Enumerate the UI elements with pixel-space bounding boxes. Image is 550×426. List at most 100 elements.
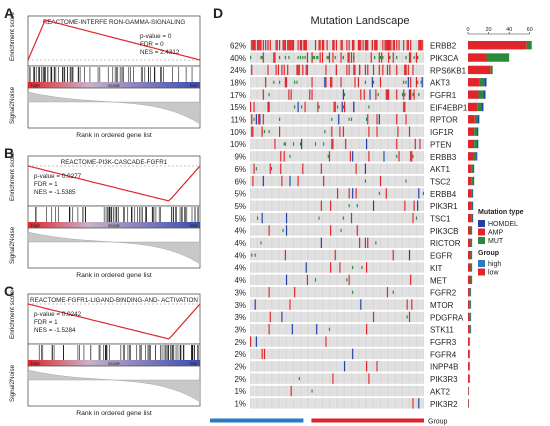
oncoprint-cell [332,249,334,261]
oncoprint-cell [332,77,334,88]
oncoprint-cell [381,77,383,88]
oncoprint-cell [363,138,365,150]
oncoprint-cell [319,212,321,224]
oncoprint-cell [289,200,291,211]
oncoprint-cell [293,336,294,347]
oncoprint-cell [300,200,301,211]
oncoprint-cell [296,89,298,100]
oncoprint-cell [370,225,372,236]
oncoprint-cell [402,299,403,310]
oncoprint-cell [254,324,256,335]
oncoprint-cell [255,188,257,199]
oncoprint-cell [345,287,347,298]
oncoprint-cell [421,311,423,323]
oncoprint-cell [395,175,397,187]
oncoprint-cell [393,299,395,310]
oncoprint-cell [422,225,424,236]
oncoprint-cell [254,361,256,372]
oncoprint-cell [414,274,416,286]
oncoprint-cell [331,40,333,51]
oncoprint-cell [322,101,323,113]
oncoprint-cell [346,237,348,248]
oncoprint-cell [310,40,312,51]
oncoprint-cell [257,126,258,137]
oncoprint-cell [400,89,402,100]
oncoprint-cell [293,262,294,273]
oncoprint-cell [416,311,417,323]
oncoprint-cell [402,262,403,273]
oncoprint-cell [419,175,421,187]
oncoprint-cell [341,200,343,211]
oncoprint-cell [294,40,296,51]
alteration-mark [378,64,380,76]
oncoprint-cell [422,274,424,286]
oncoprint-cell [396,212,398,224]
oncoprint-cell [419,77,421,88]
oncoprint-cell [360,361,362,372]
oncoprint-cell [380,237,381,248]
oncoprint-cell [279,200,281,211]
oncoprint-cell [313,237,315,248]
oncoprint-cell [354,40,356,51]
oncoprint-cell [418,249,420,261]
oncoprint-cell [361,249,363,261]
oncoprint-cell [384,336,386,347]
oncoprint-cell [354,299,356,310]
alteration-mark [334,55,336,60]
alteration-mark [337,188,339,199]
oncoprint-cell [358,138,359,150]
oncoprint-cell [338,373,340,384]
oncoprint-cell [318,77,320,88]
high-label: high [31,361,40,367]
oncoprint-cell [276,114,278,125]
oncoprint-cell [317,138,319,150]
oncoprint-cell [375,126,377,137]
oncoprint-cell [274,188,276,199]
oncoprint-cell [395,348,397,360]
alteration-mark [330,225,332,236]
oncoprint-cell [291,101,293,113]
oncoprint-cell [332,361,334,372]
oncoprint-cell [280,188,282,199]
oncoprint-cell [361,163,363,174]
oncoprint-cell [349,237,351,248]
oncoprint-cell [275,237,277,248]
alteration-mark [389,64,391,76]
alteration-mark [346,40,348,51]
oncoprint-cell [413,175,415,187]
oncoprint-cell [268,40,270,51]
oncoprint-cell [367,249,369,261]
oncoprint-cell [279,188,281,199]
oncoprint-cell [402,101,403,113]
oncoprint-cell [329,200,330,211]
oncoprint-cell [338,212,340,224]
rank-axis-label: Rank in ordered gene list [76,410,152,417]
oncoprint-cell [377,299,379,310]
oncoprint-cell [400,40,402,51]
oncoprint-cell [319,336,321,347]
oncoprint-cell [273,336,275,347]
oncoprint-cell [319,77,321,88]
oncoprint-cell [396,274,398,286]
oncoprint-cell [303,77,305,88]
alteration-mark [316,55,318,60]
oncoprint-cell [309,151,311,162]
oncoprint-cell [271,348,272,360]
oncoprint-cell [362,249,364,261]
oncoprint-cell [364,336,366,347]
oncoprint-cell [261,336,263,347]
oncoprint-cell [383,188,385,199]
oncoprint-cell [296,385,298,397]
oncoprint-cell [267,262,269,273]
oncoprint-cell [267,188,269,199]
oncoprint-cell [335,175,337,187]
oncoprint-cell [302,126,304,137]
oncoprint-cell [398,77,400,88]
oncoprint-cell [377,361,379,372]
oncoprint-cell [330,89,332,100]
oncoprint-cell [337,287,339,298]
signal-area [27,369,201,403]
alteration-mark [314,278,317,282]
oncoprint-cell [295,311,297,323]
oncoprint-cell [355,212,357,224]
